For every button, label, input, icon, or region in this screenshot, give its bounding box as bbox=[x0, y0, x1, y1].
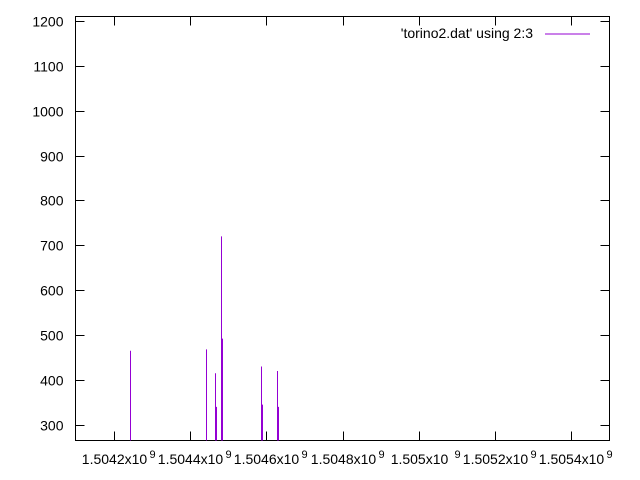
x-tick-label: 1.5052x10 bbox=[463, 451, 529, 467]
x-tick-exponent: 9 bbox=[530, 449, 536, 461]
y-tick-label: 900 bbox=[40, 149, 64, 165]
x-tick-label: 1.505x10 bbox=[391, 451, 449, 467]
y-tick-label: 1100 bbox=[33, 59, 63, 75]
y-tick-label: 800 bbox=[40, 193, 64, 209]
y-tick-label: 600 bbox=[40, 283, 64, 299]
y-axis: 300 400 500 600 700 800 900 1000 1100 1200 bbox=[32, 14, 610, 434]
x-tick-exponent: 9 bbox=[454, 449, 460, 461]
y-tick-label: 700 bbox=[40, 238, 64, 254]
x-tick-label: 1.5054x10 bbox=[539, 451, 605, 467]
legend-label: 'torino2.dat' using 2:3 bbox=[401, 25, 533, 41]
series-group bbox=[130, 236, 279, 441]
x-axis: 1.5042x10 9 1.5044x10 9 1.5046x10 9 1.5048x10 9… bbox=[82, 16, 613, 467]
x-tick-exponent: 9 bbox=[225, 449, 231, 461]
x-tick-label: 1.5048x10 bbox=[311, 451, 377, 467]
x-tick-exponent: 9 bbox=[301, 449, 307, 461]
y-tick-label: 1200 bbox=[32, 14, 63, 30]
y-tick-label: 300 bbox=[40, 418, 64, 434]
x-tick-label: 1.5044x10 bbox=[158, 451, 224, 467]
x-tick-exponent: 9 bbox=[149, 449, 155, 461]
plot-frame bbox=[75, 16, 610, 441]
legend: 'torino2.dat' using 2:3 bbox=[401, 25, 590, 41]
y-tick-label: 1000 bbox=[32, 104, 63, 120]
x-tick-exponent: 9 bbox=[378, 449, 384, 461]
x-tick-label: 1.5046x10 bbox=[234, 451, 300, 467]
x-tick-label: 1.5042x10 bbox=[82, 451, 148, 467]
y-tick-label: 400 bbox=[40, 373, 64, 389]
y-tick-label: 500 bbox=[40, 328, 64, 344]
x-tick-exponent: 9 bbox=[606, 449, 612, 461]
